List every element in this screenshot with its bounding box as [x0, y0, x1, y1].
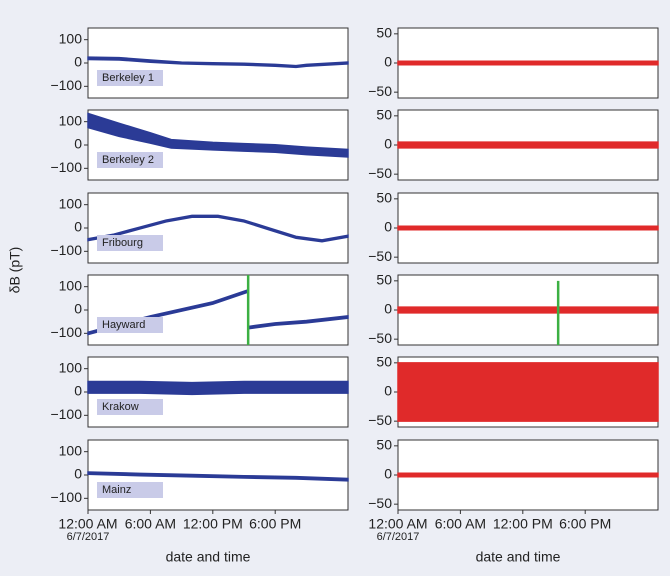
y-tick-label: 0 — [384, 219, 392, 235]
y-tick-label: 50 — [376, 190, 392, 206]
panel — [87, 274, 349, 346]
signal-band — [397, 306, 659, 314]
y-tick-label: 100 — [59, 442, 83, 458]
y-tick-label: 0 — [74, 383, 82, 399]
x-tick-label: 6:00 AM — [435, 516, 486, 532]
station-label: Hayward — [102, 319, 145, 331]
signal-band — [397, 225, 659, 231]
station-label-box — [97, 235, 163, 251]
y-tick-label: 0 — [384, 301, 392, 317]
y-tick-label: −50 — [368, 412, 392, 428]
x-axis-label: date and time — [166, 549, 251, 565]
station-label: Krakow — [102, 401, 139, 413]
signal-band — [397, 472, 659, 478]
y-tick-label: 50 — [376, 437, 392, 453]
signal-band — [248, 314, 349, 330]
x-tick-label: 12:00 AM — [368, 516, 427, 532]
date-note: 6/7/2017 — [377, 531, 420, 543]
y-tick-label: 0 — [384, 383, 392, 399]
signal-band — [87, 380, 349, 396]
signal-band — [87, 214, 349, 243]
station-label: Berkeley 2 — [102, 154, 154, 166]
y-tick-label: 0 — [384, 466, 392, 482]
x-tick-label: 12:00 PM — [183, 516, 243, 532]
y-tick-label: −100 — [50, 324, 82, 340]
station-label: Fribourg — [102, 237, 143, 249]
y-tick-label: −50 — [368, 495, 392, 511]
y-tick-label: 0 — [74, 136, 82, 152]
y-tick-label: −50 — [368, 248, 392, 264]
y-tick-label: −100 — [50, 489, 82, 505]
y-tick-label: 0 — [74, 301, 82, 317]
x-tick-label: 6:00 PM — [559, 516, 611, 532]
signal-band — [397, 141, 659, 149]
signal-band — [397, 60, 659, 66]
x-tick-label: 12:00 AM — [58, 516, 117, 532]
y-tick-label: 0 — [74, 54, 82, 70]
y-tick-label: 100 — [59, 277, 83, 293]
signal-band — [397, 362, 659, 422]
y-tick-label: 0 — [74, 219, 82, 235]
station-label-box — [97, 70, 163, 86]
y-tick-label: −100 — [50, 242, 82, 258]
y-tick-label: −50 — [368, 83, 392, 99]
signal-band — [87, 56, 349, 69]
x-tick-label: 6:00 PM — [249, 516, 301, 532]
y-tick-label: 0 — [384, 54, 392, 70]
y-tick-label: 50 — [376, 25, 392, 41]
panel — [87, 192, 349, 264]
x-axis-label: date and time — [476, 549, 561, 565]
x-tick-label: 6:00 AM — [125, 516, 176, 532]
y-tick-label: −50 — [368, 165, 392, 181]
y-tick-label: −100 — [50, 159, 82, 175]
station-label-box — [97, 399, 163, 415]
y-tick-label: 50 — [376, 272, 392, 288]
y-tick-label: 0 — [384, 136, 392, 152]
signal-band — [87, 112, 349, 158]
date-note: 6/7/2017 — [67, 531, 110, 543]
station-label: Berkeley 1 — [102, 72, 154, 84]
station-label-box — [97, 317, 163, 333]
y-axis-label: δB (pT) — [7, 247, 23, 294]
station-label: Mainz — [102, 484, 131, 496]
y-tick-label: 0 — [74, 466, 82, 482]
y-tick-label: −100 — [50, 77, 82, 93]
y-tick-label: −50 — [368, 330, 392, 346]
y-tick-label: 100 — [59, 359, 83, 375]
station-label-box — [97, 482, 163, 498]
y-tick-label: −100 — [50, 406, 82, 422]
y-tick-label: 100 — [59, 30, 83, 46]
x-tick-label: 12:00 PM — [493, 516, 553, 532]
y-tick-label: 50 — [376, 354, 392, 370]
y-tick-label: 100 — [59, 112, 83, 128]
station-label-box — [97, 152, 163, 168]
y-tick-label: 100 — [59, 195, 83, 211]
y-tick-label: 50 — [376, 107, 392, 123]
signal-band — [87, 471, 349, 482]
